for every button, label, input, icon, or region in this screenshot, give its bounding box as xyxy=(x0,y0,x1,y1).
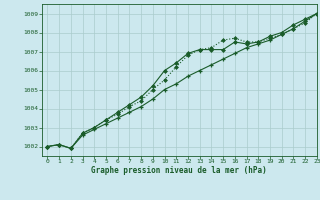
X-axis label: Graphe pression niveau de la mer (hPa): Graphe pression niveau de la mer (hPa) xyxy=(91,166,267,175)
